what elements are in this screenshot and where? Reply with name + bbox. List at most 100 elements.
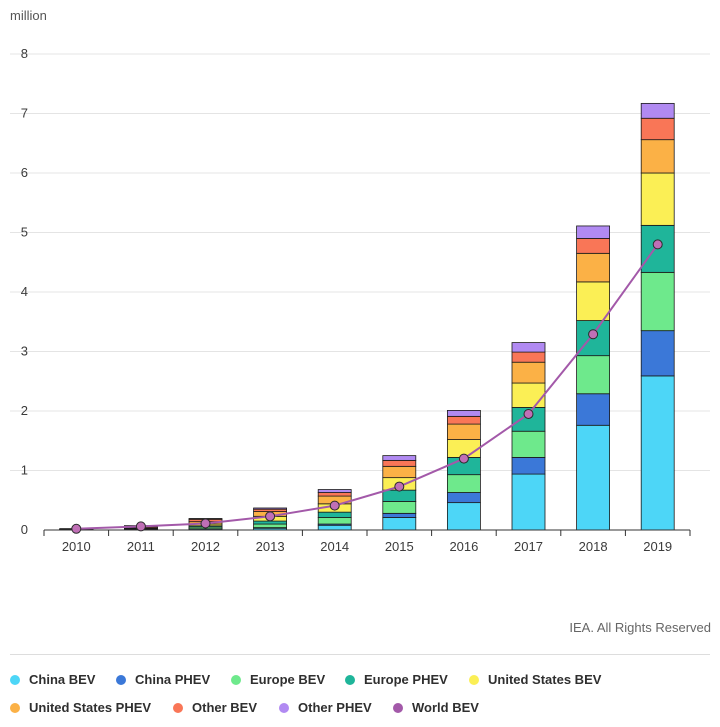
bar-segment[interactable] (511, 382, 546, 408)
bar-segment[interactable] (317, 511, 352, 518)
bar-segment[interactable] (511, 457, 546, 475)
legend-swatch (10, 702, 20, 713)
bar-segment[interactable] (382, 465, 417, 479)
x-tick-label: 2019 (643, 539, 672, 554)
world-bev-point[interactable] (329, 500, 340, 511)
legend-label: World BEV (412, 700, 479, 715)
bar-segment[interactable] (317, 517, 352, 525)
legend-label: Other PHEV (298, 700, 372, 715)
legend-item[interactable]: Other PHEV (279, 700, 372, 715)
bar-segment[interactable] (446, 492, 481, 504)
bar-segment[interactable] (446, 502, 481, 531)
legend-swatch (10, 674, 20, 685)
bar-segment[interactable] (576, 281, 610, 321)
bar-segment[interactable] (317, 489, 352, 493)
legend-item[interactable]: World BEV (393, 700, 479, 715)
bar-segment[interactable] (382, 512, 417, 518)
legend-swatch (393, 702, 403, 713)
bar-segment[interactable] (253, 520, 288, 525)
y-tick-label: 4 (21, 284, 28, 299)
legend-item[interactable]: United States PHEV (10, 700, 151, 715)
x-tick-label: 2018 (579, 539, 608, 554)
legend-swatch (345, 674, 355, 685)
bar-segment[interactable] (511, 473, 546, 531)
stacked-bar-chart: 0 1 2 3 4 5 6 7 8 2010 2011 2012 2013 2014 2015 2016 201… (10, 46, 710, 554)
bar-segment[interactable] (511, 351, 546, 363)
legend-item[interactable]: China BEV (10, 672, 95, 687)
legend-swatch (469, 674, 479, 685)
world-bev-line (71, 239, 663, 534)
bar-segment[interactable] (382, 459, 417, 467)
legend-swatch (279, 702, 289, 713)
x-tick-label: 2016 (449, 539, 478, 554)
y-tick-label: 6 (21, 165, 28, 180)
copyright-credit: IEA. All Rights Reserved (569, 620, 711, 635)
bar-segment[interactable] (576, 252, 610, 283)
bar-segment[interactable] (511, 430, 546, 458)
world-bev-point[interactable] (523, 408, 534, 419)
bar-segment[interactable] (640, 172, 675, 226)
bar-segment[interactable] (382, 489, 417, 502)
bar-segment[interactable] (511, 361, 546, 384)
legend-item[interactable]: China PHEV (116, 672, 210, 687)
world-bev-line-path (76, 243, 659, 530)
legend-label: United States PHEV (29, 700, 152, 715)
bar-segment[interactable] (640, 330, 675, 377)
legend-label: Europe PHEV (364, 672, 448, 687)
bar-segment[interactable] (253, 523, 288, 529)
bar-segment[interactable] (446, 415, 481, 425)
bar-segment[interactable] (253, 507, 288, 510)
bar-segment[interactable] (382, 455, 417, 461)
bar-segment[interactable] (576, 424, 610, 531)
legend-item[interactable]: United States BEV (469, 672, 601, 687)
bar-segment[interactable] (511, 342, 546, 353)
bar-segment[interactable] (640, 117, 675, 141)
legend-item[interactable]: Europe BEV (231, 672, 325, 687)
x-tick-label: 2012 (191, 539, 220, 554)
bar-segment[interactable] (576, 225, 610, 239)
bar-segment[interactable] (576, 393, 610, 426)
bar-segment[interactable] (446, 423, 481, 440)
bar-segment[interactable] (446, 410, 481, 417)
y-tick-label: 0 (21, 522, 28, 537)
world-bev-point[interactable] (652, 239, 663, 250)
world-bev-point[interactable] (200, 518, 211, 529)
world-bev-point[interactable] (265, 511, 276, 522)
world-bev-point[interactable] (394, 481, 405, 492)
bar-segment[interactable] (640, 271, 675, 332)
legend-item[interactable]: Europe PHEV (345, 672, 448, 687)
bar-segment[interactable] (640, 375, 675, 531)
world-bev-point[interactable] (135, 521, 146, 532)
legend-label: United States BEV (488, 672, 602, 687)
y-tick-label: 7 (21, 106, 28, 121)
bar-segment[interactable] (640, 102, 675, 119)
bar-segment[interactable] (382, 517, 417, 531)
bar-segment[interactable] (317, 524, 352, 531)
y-tick-label: 1 (21, 463, 28, 478)
world-bev-point[interactable] (458, 453, 469, 464)
x-tick-label: 2011 (127, 539, 155, 554)
bar-segment[interactable] (576, 238, 610, 254)
legend-label: Other BEV (192, 700, 258, 715)
x-tick-label: 2015 (385, 539, 414, 554)
legend-divider (10, 654, 710, 655)
tick-labels: 0 1 2 3 4 5 6 7 8 2010 2011 2012 2013 2014 2015 2016 201… (21, 46, 672, 554)
legend-item[interactable]: Other BEV (173, 700, 257, 715)
y-tick-label: 3 (21, 344, 28, 359)
legend-swatch (116, 674, 126, 685)
legend-label: China BEV (29, 672, 96, 687)
bar-segment[interactable] (446, 474, 481, 493)
bar-segment[interactable] (317, 492, 352, 497)
world-bev-point[interactable] (71, 523, 82, 534)
bar-segment[interactable] (576, 355, 610, 395)
legend-label: China PHEV (135, 672, 211, 687)
bar-segment[interactable] (382, 501, 417, 514)
bar-segment[interactable] (640, 139, 675, 174)
legend-label: Europe BEV (250, 672, 326, 687)
x-tick-label: 2013 (256, 539, 285, 554)
x-tick-label: 2014 (320, 539, 349, 554)
x-tick-label: 2010 (62, 539, 91, 554)
legend-swatch (231, 674, 241, 685)
world-bev-point[interactable] (588, 329, 599, 340)
y-tick-label: 5 (21, 225, 28, 240)
